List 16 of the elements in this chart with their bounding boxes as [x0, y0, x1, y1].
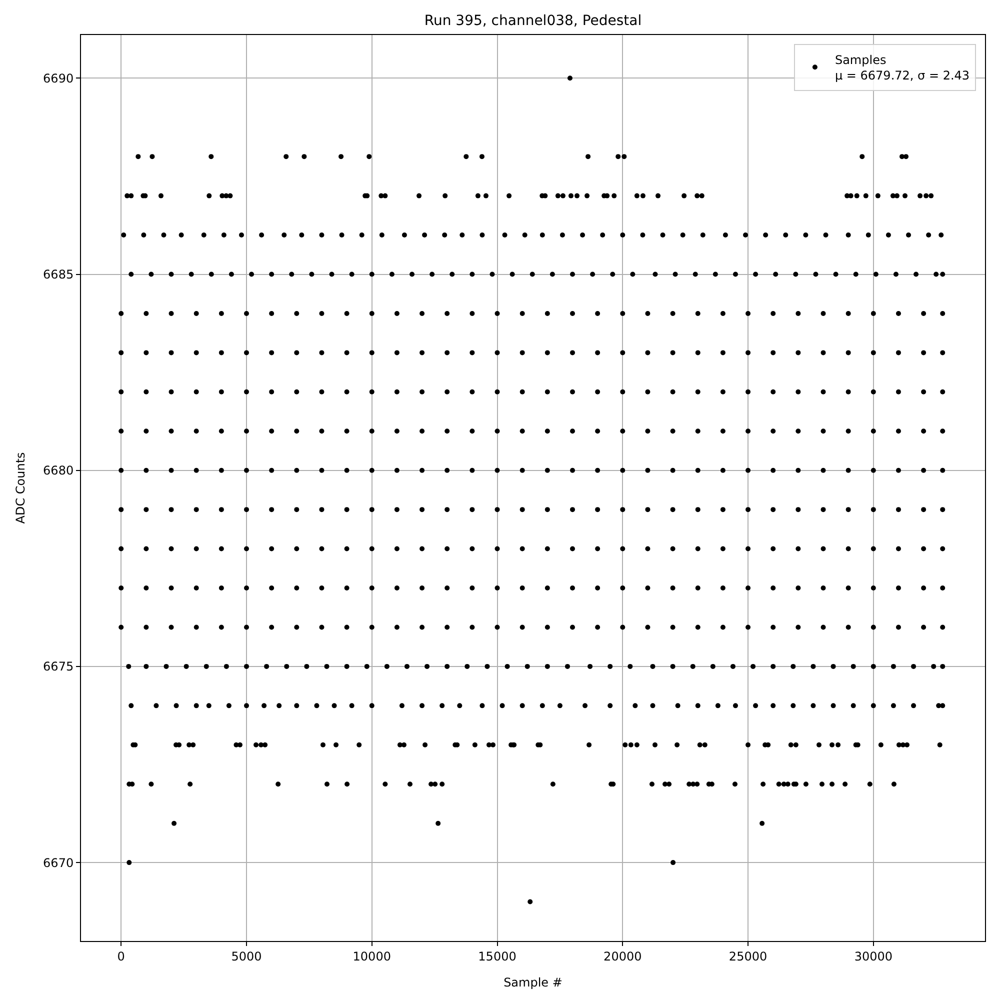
x-tick-label: 0 — [117, 949, 125, 964]
y-tick-label: 6685 — [43, 267, 74, 282]
chart-title: Run 395, channel038, Pedestal — [424, 12, 642, 29]
x-tick-label: 30000 — [854, 949, 893, 964]
y-tick-label: 6670 — [43, 856, 74, 870]
x-tick-label: 25000 — [728, 949, 768, 964]
y-tick-label: 6675 — [43, 660, 74, 674]
x-tick-label: 15000 — [478, 949, 516, 964]
y-tick-label: 6690 — [43, 71, 74, 86]
y-axis-title: ADC Counts — [13, 452, 28, 524]
x-tick-label: 5000 — [231, 949, 262, 964]
x-tick-label: 10000 — [352, 949, 391, 964]
y-tick-label: 6680 — [43, 464, 74, 478]
x-axis-title: Sample # — [504, 975, 562, 990]
x-tick-label: 20000 — [604, 949, 642, 964]
legend-label: Samples μ = 6679.72, σ = 2.43 — [834, 53, 970, 83]
